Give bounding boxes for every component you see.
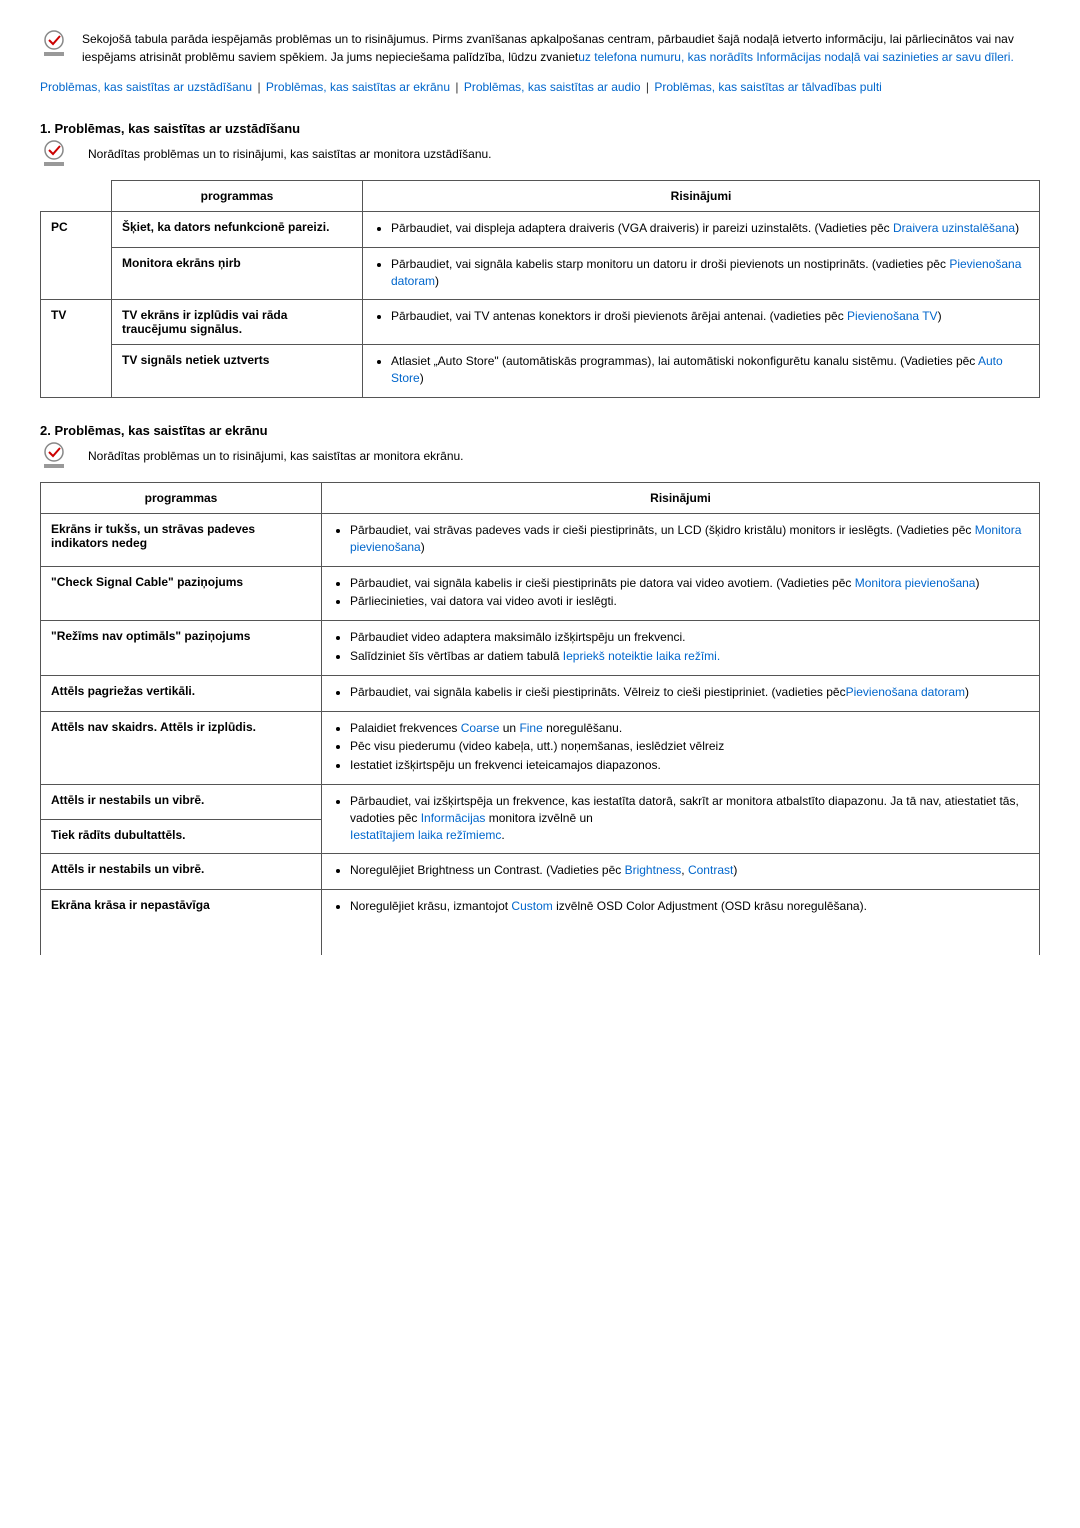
s2-r6-tb: .	[501, 828, 504, 842]
section1-title: 1. Problēmas, kas saistītas ar uzstādīša…	[40, 121, 1040, 136]
s2-r5-t1b: noregulēšanu.	[543, 721, 622, 735]
s1-r3-close: )	[938, 309, 942, 323]
s2-r9-solution: Noregulējiet krāsu, izmantojot Custom iz…	[322, 890, 1040, 925]
s1-r1-solution: Pārbaudiet, vai displeja adaptera draive…	[363, 212, 1040, 248]
s1-r2-text: Pārbaudiet, vai signāla kabelis starp mo…	[391, 257, 949, 271]
th-solutions: Risinājumi	[322, 482, 1040, 513]
s2-r1-problem: Ekrāns ir tukšs, un strāvas padeves indi…	[41, 513, 322, 566]
s1-r3-solution: Pārbaudiet, vai TV antenas konektors ir …	[363, 300, 1040, 345]
s2-r5-t3: Iestatiet izšķirtspēju un frekvenci iete…	[350, 757, 1029, 774]
s2-r5-solution: Palaidiet frekvences Coarse un Fine nore…	[322, 711, 1040, 784]
table-screen: programmas Risinājumi Ekrāns ir tukšs, u…	[40, 482, 1040, 955]
s2-r7-problem: Tiek rādīts dubultattēls.	[41, 819, 322, 854]
check-icon	[40, 442, 72, 470]
monitor-connect-link[interactable]: Monitora pievienošana	[855, 576, 976, 590]
s1-r2-problem: Monitora ekrāns ņirb	[112, 247, 363, 300]
s2-r6-mid: monitora izvēlnē un	[485, 811, 592, 825]
check-icon	[40, 140, 72, 168]
s2-r8-mid: ,	[681, 863, 688, 877]
s1-r1-text: Pārbaudiet, vai displeja adaptera draive…	[391, 221, 893, 235]
intro-link[interactable]: uz telefona numuru, kas norādīts Informā…	[578, 50, 1014, 64]
table-install: programmas Risinājumi PC Šķiet, ka dator…	[40, 180, 1040, 398]
nav-links: Problēmas, kas saistītas ar uzstādīšanu …	[40, 78, 1040, 96]
s2-r3-problem: "Režīms nav optimāls" paziņojums	[41, 621, 322, 676]
cut-cell-left	[41, 925, 322, 955]
section2-title: 2. Problēmas, kas saistītas ar ekrānu	[40, 423, 1040, 438]
nav-screen[interactable]: Problēmas, kas saistītas ar ekrānu	[266, 80, 450, 94]
brightness-link[interactable]: Brightness	[625, 863, 682, 877]
info-link[interactable]: Informācijas	[421, 811, 486, 825]
s2-r2-text2: Pārliecinieties, vai datora vai video av…	[350, 593, 1029, 610]
s1-r2-solution: Pārbaudiet, vai signāla kabelis starp mo…	[363, 247, 1040, 300]
s2-r2-solution: Pārbaudiet, vai signāla kabelis ir cieši…	[322, 566, 1040, 621]
section2-desc: Norādītas problēmas un to risinājumi, ka…	[88, 449, 464, 463]
intro-text: Sekojošā tabula parāda iespējamās problē…	[82, 30, 1040, 66]
th-blank	[41, 181, 112, 212]
s1-r4-text: Atlasiet „Auto Store" (automātiskās prog…	[391, 354, 978, 368]
s1-r3-text: Pārbaudiet, vai TV antenas konektors ir …	[391, 309, 847, 323]
s1-r4-problem: TV signāls netiek uztverts	[112, 345, 363, 398]
rowhead-pc: PC	[41, 212, 112, 300]
s2-r1-text: Pārbaudiet, vai strāvas padeves vads ir …	[350, 523, 975, 537]
s2-r8-problem: Attēls ir nestabils un vibrē.	[41, 854, 322, 890]
s2-r1-close: )	[421, 540, 425, 554]
coarse-link[interactable]: Coarse	[461, 721, 500, 735]
nav-sep: |	[257, 80, 260, 94]
custom-link[interactable]: Custom	[511, 899, 552, 913]
s2-r5-problem: Attēls nav skaidrs. Attēls ir izplūdis.	[41, 711, 322, 784]
nav-install[interactable]: Problēmas, kas saistītas ar uzstādīšanu	[40, 80, 252, 94]
nav-sep: |	[455, 80, 458, 94]
s1-r1-problem: Šķiet, ka dators nefunkcionē pareizi.	[112, 212, 363, 248]
th-programs: programmas	[112, 181, 363, 212]
s1-r2-close: )	[435, 274, 439, 288]
s1-r3-problem: TV ekrāns ir izplūdis vai rāda traucējum…	[112, 300, 363, 345]
s2-r3-text1: Pārbaudiet video adaptera maksimālo izšķ…	[350, 629, 1029, 646]
th-programs: programmas	[41, 482, 322, 513]
s2-r4-problem: Attēls pagriežas vertikāli.	[41, 675, 322, 711]
s2-r6-problem: Attēls ir nestabils un vibrē.	[41, 784, 322, 819]
connect-pc-link[interactable]: Pievienošana datoram	[846, 685, 965, 699]
connect-tv-link[interactable]: Pievienošana TV	[847, 309, 938, 323]
rowhead-tv: TV	[41, 300, 112, 398]
nav-remote[interactable]: Problēmas, kas saistītas ar tālvadības p…	[654, 80, 881, 94]
check-icon	[40, 30, 72, 58]
driver-install-link[interactable]: Draivera uzinstalēšana	[893, 221, 1015, 235]
cut-cell-right	[322, 925, 1040, 955]
s2-r4-text: Pārbaudiet, vai signāla kabelis ir cieši…	[350, 685, 846, 699]
intro-block: Sekojošā tabula parāda iespējamās problē…	[40, 30, 1040, 66]
s2-r5-mid: un	[499, 721, 519, 735]
s2-r4-solution: Pārbaudiet, vai signāla kabelis ir cieši…	[322, 675, 1040, 711]
s2-r9-tb: izvēlnē OSD Color Adjustment (OSD krāsu …	[553, 899, 867, 913]
s2-r3-text2: Salīdziniet šīs vērtības ar datiem tabul…	[350, 649, 563, 663]
s2-r4-close: )	[965, 685, 969, 699]
s2-r1-solution: Pārbaudiet, vai strāvas padeves vads ir …	[322, 513, 1040, 566]
s2-r8-solution: Noregulējiet Brightness un Contrast. (Va…	[322, 854, 1040, 890]
fine-link[interactable]: Fine	[519, 721, 542, 735]
s2-r5-t1a: Palaidiet frekvences	[350, 721, 461, 735]
section2-intro: Norādītas problēmas un to risinājumi, ka…	[40, 442, 1040, 470]
s1-r4-close: )	[420, 371, 424, 385]
timing-modes-link[interactable]: Iepriekš noteiktie laika režīmi.	[563, 649, 720, 663]
nav-sep: |	[646, 80, 649, 94]
s2-r6-solution: Pārbaudiet, vai izšķirtspēja un frekvenc…	[322, 784, 1040, 853]
s2-r8-ta: Noregulējiet Brightness un Contrast. (Va…	[350, 863, 625, 877]
s2-r2-text1: Pārbaudiet, vai signāla kabelis ir cieši…	[350, 576, 855, 590]
nav-audio[interactable]: Problēmas, kas saistītas ar audio	[464, 80, 641, 94]
s1-r4-solution: Atlasiet „Auto Store" (automātiskās prog…	[363, 345, 1040, 398]
s2-r2-close: )	[975, 576, 979, 590]
s1-r1-close: )	[1015, 221, 1019, 235]
th-solutions: Risinājumi	[363, 181, 1040, 212]
s2-r2-problem: "Check Signal Cable" paziņojums	[41, 566, 322, 621]
section1-intro: Norādītas problēmas un to risinājumi, ka…	[40, 140, 1040, 168]
s2-r5-t2: Pēc visu piederumu (video kabeļa, utt.) …	[350, 738, 1029, 755]
s2-r3-solution: Pārbaudiet video adaptera maksimālo izšķ…	[322, 621, 1040, 676]
s2-r9-ta: Noregulējiet krāsu, izmantojot	[350, 899, 511, 913]
s2-r9-problem: Ekrāna krāsa ir nepastāvīga	[41, 890, 322, 925]
section1-desc: Norādītas problēmas un to risinājumi, ka…	[88, 147, 492, 161]
s2-r8-tb: )	[733, 863, 737, 877]
timing-modes-link2[interactable]: Iestatītajiem laika režīmiemc	[350, 828, 501, 842]
contrast-link[interactable]: Contrast	[688, 863, 733, 877]
